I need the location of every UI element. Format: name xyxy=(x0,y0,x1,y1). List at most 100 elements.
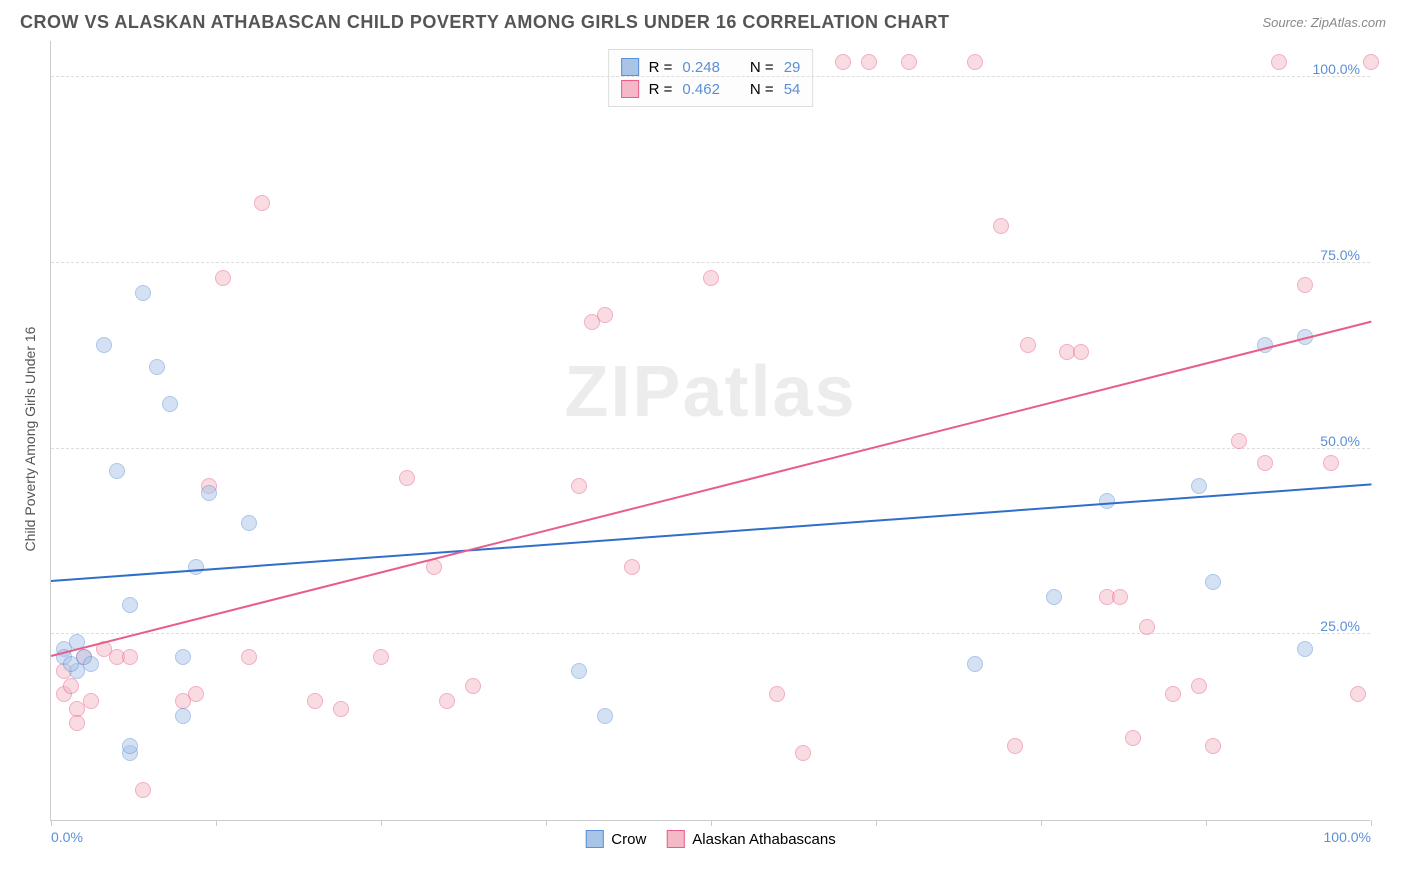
data-point-alaskan xyxy=(1165,686,1181,702)
x-tick xyxy=(381,820,382,826)
data-point-alaskan xyxy=(1363,54,1379,70)
alaskan-n-value: 54 xyxy=(784,81,801,98)
y-axis-title: Child Poverty Among Girls Under 16 xyxy=(22,289,38,589)
x-tick xyxy=(1371,820,1372,826)
gridline xyxy=(51,633,1370,634)
x-tick xyxy=(1206,820,1207,826)
source-prefix: Source: xyxy=(1262,15,1310,30)
data-point-alaskan xyxy=(1112,589,1128,605)
x-tick-label: 0.0% xyxy=(51,829,83,845)
x-tick xyxy=(546,820,547,826)
legend-swatch-alaskan xyxy=(621,80,639,98)
data-point-alaskan xyxy=(122,649,138,665)
source-name: ZipAtlas.com xyxy=(1311,15,1386,30)
data-point-alaskan xyxy=(795,745,811,761)
x-tick xyxy=(216,820,217,826)
data-point-crow xyxy=(597,708,613,724)
gridline xyxy=(51,76,1370,77)
data-point-alaskan xyxy=(1350,686,1366,702)
gridline xyxy=(51,262,1370,263)
data-point-alaskan xyxy=(1205,738,1221,754)
legend-item-crow: Crow xyxy=(585,830,646,848)
data-point-crow xyxy=(1191,478,1207,494)
data-point-alaskan xyxy=(597,307,613,323)
data-point-alaskan xyxy=(135,782,151,798)
trend-line-alaskan xyxy=(51,320,1371,656)
data-point-alaskan xyxy=(571,478,587,494)
plot-area: ZIPatlas R = 0.248 N = 29 R = 0.462 N = … xyxy=(50,41,1370,821)
legend-series: Crow Alaskan Athabascans xyxy=(585,830,835,848)
data-point-alaskan xyxy=(1297,277,1313,293)
data-point-crow xyxy=(122,738,138,754)
gridline xyxy=(51,448,1370,449)
legend-stats-row-crow: R = 0.248 N = 29 xyxy=(621,56,801,78)
data-point-alaskan xyxy=(624,559,640,575)
header: CROW VS ALASKAN ATHABASCAN CHILD POVERTY… xyxy=(0,0,1406,41)
data-point-alaskan xyxy=(835,54,851,70)
data-point-crow xyxy=(1297,641,1313,657)
crow-n-value: 29 xyxy=(784,59,801,76)
data-point-alaskan xyxy=(1231,433,1247,449)
data-point-alaskan xyxy=(993,218,1009,234)
data-point-crow xyxy=(241,515,257,531)
data-point-alaskan xyxy=(254,195,270,211)
n-label: N = xyxy=(750,59,774,76)
data-point-crow xyxy=(1205,574,1221,590)
data-point-alaskan xyxy=(1073,344,1089,360)
x-tick xyxy=(711,820,712,826)
legend-label-crow: Crow xyxy=(611,831,646,848)
data-point-alaskan xyxy=(861,54,877,70)
chart-title: CROW VS ALASKAN ATHABASCAN CHILD POVERTY… xyxy=(20,12,950,33)
x-tick xyxy=(876,820,877,826)
legend-stats-row-alaskan: R = 0.462 N = 54 xyxy=(621,78,801,100)
data-point-crow xyxy=(122,597,138,613)
data-point-alaskan xyxy=(703,270,719,286)
legend-swatch-crow-bottom xyxy=(585,830,603,848)
data-point-alaskan xyxy=(901,54,917,70)
data-point-alaskan xyxy=(967,54,983,70)
data-point-crow xyxy=(175,649,191,665)
data-point-crow xyxy=(188,559,204,575)
data-point-alaskan xyxy=(399,470,415,486)
data-point-alaskan xyxy=(333,701,349,717)
data-point-alaskan xyxy=(1257,455,1273,471)
data-point-alaskan xyxy=(63,678,79,694)
data-point-alaskan xyxy=(83,693,99,709)
y-tick-label: 25.0% xyxy=(1320,618,1360,634)
y-tick-label: 75.0% xyxy=(1320,247,1360,263)
crow-r-value: 0.248 xyxy=(682,59,720,76)
r-label: R = xyxy=(649,81,673,98)
y-tick-label: 100.0% xyxy=(1313,61,1360,77)
data-point-crow xyxy=(109,463,125,479)
data-point-alaskan xyxy=(215,270,231,286)
data-point-crow xyxy=(1046,589,1062,605)
data-point-crow xyxy=(83,656,99,672)
data-point-alaskan xyxy=(439,693,455,709)
n-label: N = xyxy=(750,81,774,98)
data-point-alaskan xyxy=(1007,738,1023,754)
legend-stats-box: R = 0.248 N = 29 R = 0.462 N = 54 xyxy=(608,49,814,107)
x-tick-label: 100.0% xyxy=(1324,829,1371,845)
alaskan-r-value: 0.462 xyxy=(682,81,720,98)
data-point-crow xyxy=(571,663,587,679)
data-point-alaskan xyxy=(1020,337,1036,353)
data-point-crow xyxy=(201,485,217,501)
data-point-alaskan xyxy=(1271,54,1287,70)
data-point-alaskan xyxy=(769,686,785,702)
source-attribution: Source: ZipAtlas.com xyxy=(1262,15,1386,30)
data-point-crow xyxy=(135,285,151,301)
data-point-alaskan xyxy=(1191,678,1207,694)
data-point-crow xyxy=(96,337,112,353)
trend-line-crow xyxy=(51,484,1371,583)
legend-item-alaskan: Alaskan Athabascans xyxy=(666,830,835,848)
data-point-alaskan xyxy=(465,678,481,694)
data-point-alaskan xyxy=(1139,619,1155,635)
data-point-crow xyxy=(1099,493,1115,509)
legend-swatch-crow xyxy=(621,58,639,76)
r-label: R = xyxy=(649,59,673,76)
data-point-alaskan xyxy=(241,649,257,665)
watermark-atlas: atlas xyxy=(682,352,856,432)
chart-container: Child Poverty Among Girls Under 16 ZIPat… xyxy=(50,41,1386,821)
data-point-alaskan xyxy=(373,649,389,665)
x-tick xyxy=(51,820,52,826)
